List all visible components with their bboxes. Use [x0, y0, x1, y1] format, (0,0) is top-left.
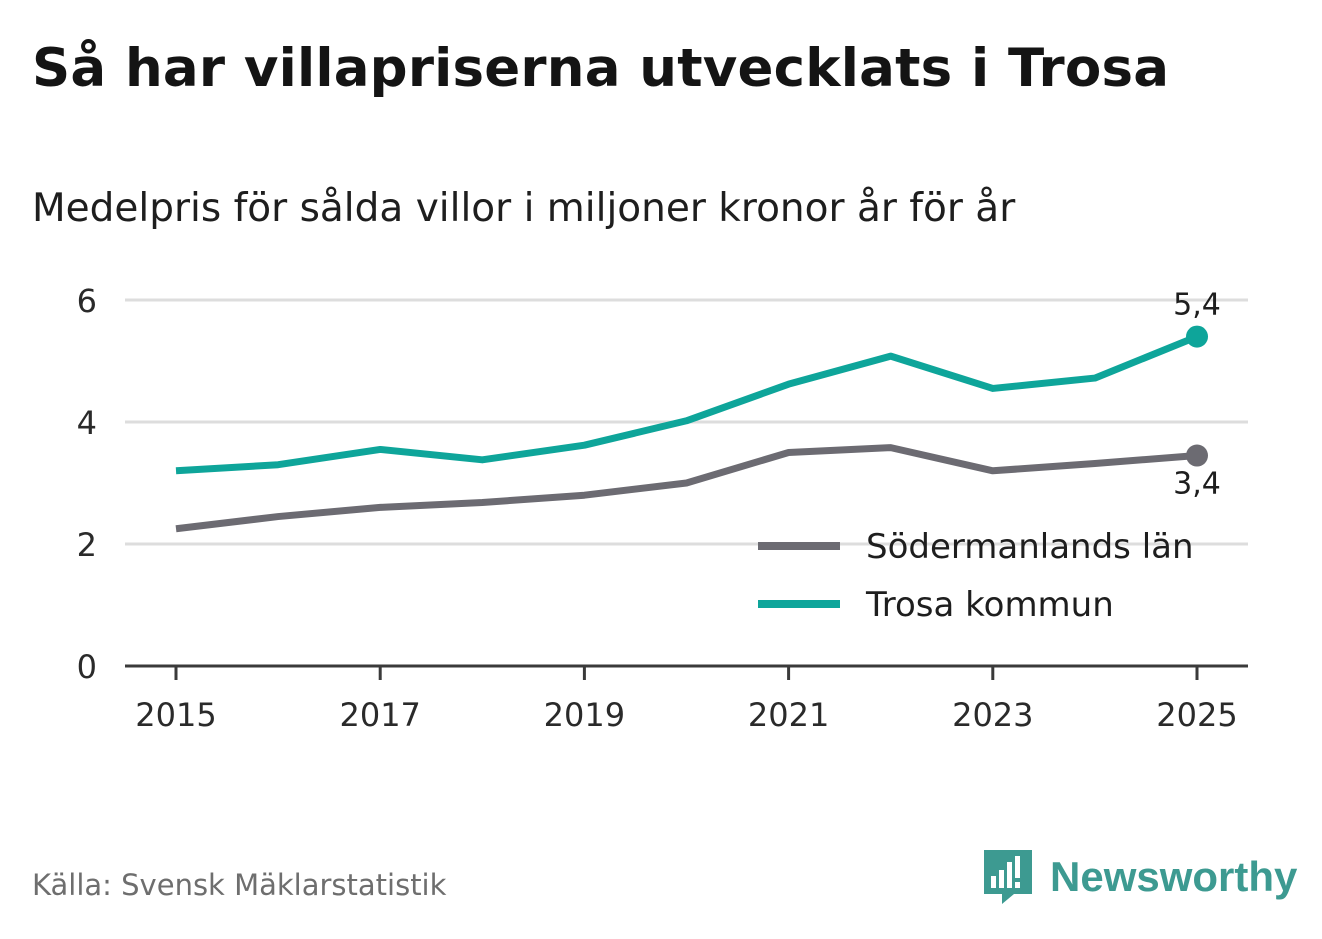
- legend: Södermanlands län Trosa kommun: [758, 527, 1194, 625]
- x-tick-label-2015: 2015: [135, 696, 216, 734]
- x-tick-label-2019: 2019: [544, 696, 625, 734]
- series-layer: 3,4 5,4: [175, 288, 1221, 533]
- series-end-label-s-dermanlands-l-n: 3,4: [1173, 467, 1221, 502]
- y-tick-label-2: 2: [77, 526, 97, 564]
- y-tick-label-6: 6: [77, 282, 97, 320]
- brand-logo: Newsworthy: [980, 848, 1297, 906]
- chart-subtitle: Medelpris för sålda villor i miljoner kr…: [32, 186, 1016, 231]
- legend-label-trosa-kommun: Trosa kommun: [865, 585, 1114, 625]
- x-tick-label-2017: 2017: [339, 696, 420, 734]
- series-end-label-trosa-kommun: 5,4: [1173, 288, 1221, 323]
- source-note: Källa: Svensk Mäklarstatistik: [32, 868, 447, 902]
- x-tick-label-2021: 2021: [748, 696, 829, 734]
- legend-label-s-dermanlands-l-n: Södermanlands län: [866, 527, 1194, 567]
- y-tick-label-0: 0: [77, 648, 97, 686]
- newsworthy-logo-icon: [984, 850, 1032, 904]
- series-end-point-s-dermanlands-l-n: [1186, 444, 1208, 467]
- x-tick-label-2025: 2025: [1156, 696, 1237, 734]
- chart-title: Så har villapriserna utvecklats i Trosa: [32, 38, 1170, 99]
- axis-layer: 0 2 4 6 2015 2017 2019 2021 2023 2025: [77, 282, 1248, 734]
- series-end-point-trosa-kommun: [1186, 325, 1208, 348]
- series-line-s-dermanlands-l-n: [175, 444, 1198, 533]
- series-line-trosa-kommun: [175, 333, 1199, 475]
- x-tick-label-2023: 2023: [952, 696, 1033, 734]
- brand-name: Newsworthy: [1050, 853, 1298, 900]
- y-tick-label-4: 4: [77, 404, 97, 442]
